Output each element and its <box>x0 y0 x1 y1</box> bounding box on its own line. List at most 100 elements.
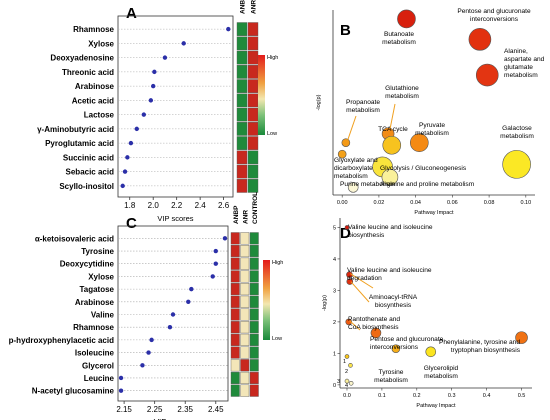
category-label: Rhamnose <box>73 25 114 34</box>
heatmap-column-header: ANBP <box>240 0 247 14</box>
data-point <box>148 98 154 103</box>
x-axis-label: VIP scores <box>157 214 193 223</box>
heatmap-cell <box>236 93 248 108</box>
heatmap-cell <box>240 384 250 397</box>
bubble-label: Pantothenate and CoA biosynthesis <box>348 316 400 331</box>
heatmap-cell <box>240 308 250 321</box>
heatmap-column-header: CONTROL <box>252 192 259 224</box>
category-label: Scyllo-inositol <box>59 182 114 191</box>
x-tick-label: 2.35 <box>177 405 193 414</box>
panel-letter: C <box>126 215 137 232</box>
bubble-label: 4 <box>345 383 348 389</box>
data-point <box>146 350 151 355</box>
data-point <box>152 69 157 75</box>
heatmap-cell <box>249 384 259 397</box>
heatmap-cell <box>249 244 259 258</box>
heatmap-cell <box>230 371 240 385</box>
heatmap-cell <box>230 346 240 359</box>
category-label: Deoxycytidine <box>60 260 115 269</box>
bubble <box>391 344 401 353</box>
category-label: Tagatose <box>79 285 114 294</box>
x-tick-label: 0.3 <box>448 393 456 399</box>
x-tick-label: 0.1 <box>378 393 386 399</box>
heatmap-cell <box>247 179 259 193</box>
bubble <box>515 331 528 344</box>
legend-high-label: High <box>267 55 278 61</box>
heatmap-cell <box>247 36 259 51</box>
heatmap-cell <box>236 164 248 179</box>
y-tick-label: 5 <box>333 225 336 231</box>
heatmap-cell <box>249 308 259 321</box>
annotation-arrow <box>350 273 374 289</box>
heatmap-cell <box>236 150 248 165</box>
heatmap-cell <box>236 22 248 36</box>
heatmap-cell <box>249 333 259 346</box>
heatmap-cell <box>236 136 248 150</box>
heatmap-cell <box>230 232 240 245</box>
heatmap-cell <box>236 50 248 65</box>
bubble-label: Glycerolipid metabolism <box>424 365 459 380</box>
bubble <box>410 133 429 152</box>
category-label: Xylose <box>88 39 114 48</box>
panel-letter: D <box>340 225 351 242</box>
data-point <box>222 236 228 241</box>
heatmap-cell <box>240 257 250 270</box>
x-tick-label: 2.0 <box>148 201 160 210</box>
heatmap-cell <box>240 371 250 385</box>
category-label: Leucine <box>84 374 115 383</box>
x-tick-label: 0.10 <box>520 200 531 206</box>
legend-low-label: Low <box>272 336 282 342</box>
bubble-label: Pentose and glucuronate interconversions <box>457 8 531 23</box>
heatmap-cell <box>249 270 259 283</box>
data-point <box>134 126 139 132</box>
category-label: Rhamnose <box>73 323 114 332</box>
bubble-label: Glutathione metabolism <box>385 85 419 100</box>
data-point <box>120 183 125 189</box>
heatmap-column-header: ANR <box>251 0 258 14</box>
data-point <box>213 248 218 254</box>
y-axis-label: -log(p) <box>322 295 328 311</box>
bubble <box>344 225 350 230</box>
x-tick-label: 2.15 <box>116 405 132 414</box>
bubble-label: Propanoate metabolism <box>346 99 380 114</box>
y-tick-label: 2 <box>333 320 336 326</box>
heatmap-cell <box>230 295 240 308</box>
heatmap-cell <box>240 346 250 359</box>
heatmap-cell <box>230 244 240 258</box>
category-label: Isoleucine <box>75 349 115 358</box>
category-label: Succinic acid <box>63 153 114 162</box>
bubble <box>382 135 402 155</box>
plot-frame <box>117 225 229 402</box>
heatmap-column-header: ANR <box>242 210 249 224</box>
heatmap-cell <box>230 308 240 321</box>
bubble-label: Galactose metabolism <box>500 125 534 140</box>
heatmap-cell <box>247 136 259 150</box>
x-axis-label: VIP scores <box>154 418 193 420</box>
color-scale-bar <box>263 260 270 340</box>
x-tick-label: 0.04 <box>410 200 421 206</box>
data-point <box>141 112 147 117</box>
bubble-label: Valine leucine and isoleucine biosynthesi… <box>348 224 433 239</box>
data-point <box>125 155 130 160</box>
category-label: Arabinose <box>75 298 115 307</box>
heatmap-cell <box>236 79 248 93</box>
data-point <box>181 41 186 46</box>
heatmap-cell <box>230 283 240 296</box>
heatmap-cell <box>236 107 248 122</box>
heatmap-cell <box>247 65 259 79</box>
annotation-arrow <box>389 103 396 129</box>
heatmap-cell <box>247 122 259 136</box>
heatmap-cell <box>240 244 250 258</box>
panel-letter: B <box>340 22 351 39</box>
annotation-arrow <box>350 281 370 303</box>
bubble-label: Butanoate metabolism <box>382 31 416 46</box>
legend-high-label: High <box>272 260 283 266</box>
data-point <box>167 324 173 330</box>
bubble <box>425 346 437 358</box>
bubble-label: TCA cycle <box>378 126 408 133</box>
panel-a: A Rhamnose Xylose Deoxyadenosine Threonic ac… <box>37 0 278 223</box>
bubble-label: Arginine and proline metabolism <box>380 181 475 188</box>
x-tick-label: 0.02 <box>374 200 385 206</box>
heatmap-cell <box>240 321 250 334</box>
